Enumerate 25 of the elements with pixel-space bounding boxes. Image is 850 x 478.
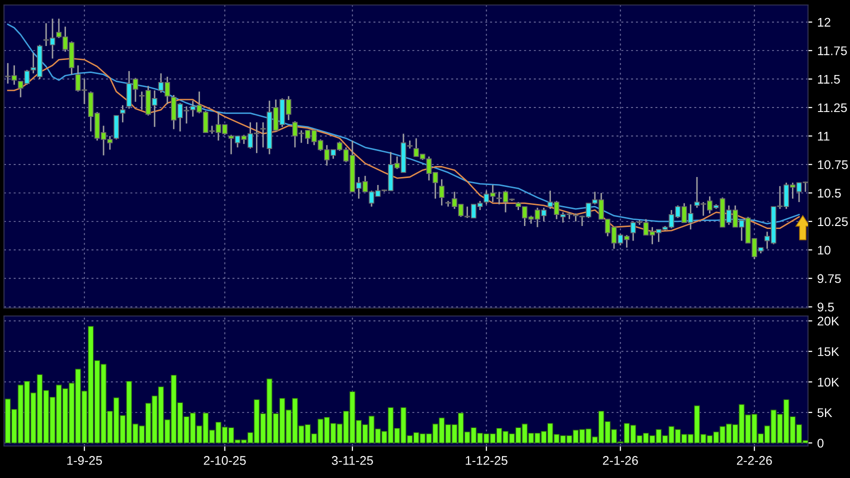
y-tick-label: 10 [818, 246, 830, 255]
y-tick-label: 11.75 [818, 46, 847, 56]
x-tick-label: 3-11-25 [332, 456, 373, 465]
y-tick-label: 15K [818, 347, 840, 356]
y-tick-label: 0 [818, 438, 824, 448]
candlestick [114, 114, 120, 140]
y-tick-label: 10.75 [818, 160, 848, 170]
candlestick [439, 178, 444, 206]
y-tick-label: 5K [818, 408, 832, 418]
x-tick-label: 2-2-26 [736, 456, 772, 465]
x-tick-label: 1-12-25 [466, 456, 508, 465]
y-tick-label: 11 [818, 132, 830, 141]
x-tick-label: 1-9-25 [67, 456, 102, 465]
y-tick-label: 10K [818, 378, 840, 387]
x-tick-label: 2-1-26 [602, 456, 638, 465]
y-tick-label: 11.25 [818, 103, 847, 112]
candlestick [120, 104, 126, 124]
y-tick-label: 20K [818, 316, 840, 326]
y-tick-label: 9.5 [818, 302, 834, 312]
y-tick-label: 9.75 [818, 274, 841, 284]
y-tick-label: 12 [818, 18, 830, 27]
x-tick-label: 2-10-25 [204, 456, 246, 465]
y-tick-label: 11.5 [818, 74, 840, 84]
y-tick-label: 10.25 [818, 217, 848, 226]
y-tick-label: 10.5 [818, 188, 841, 198]
